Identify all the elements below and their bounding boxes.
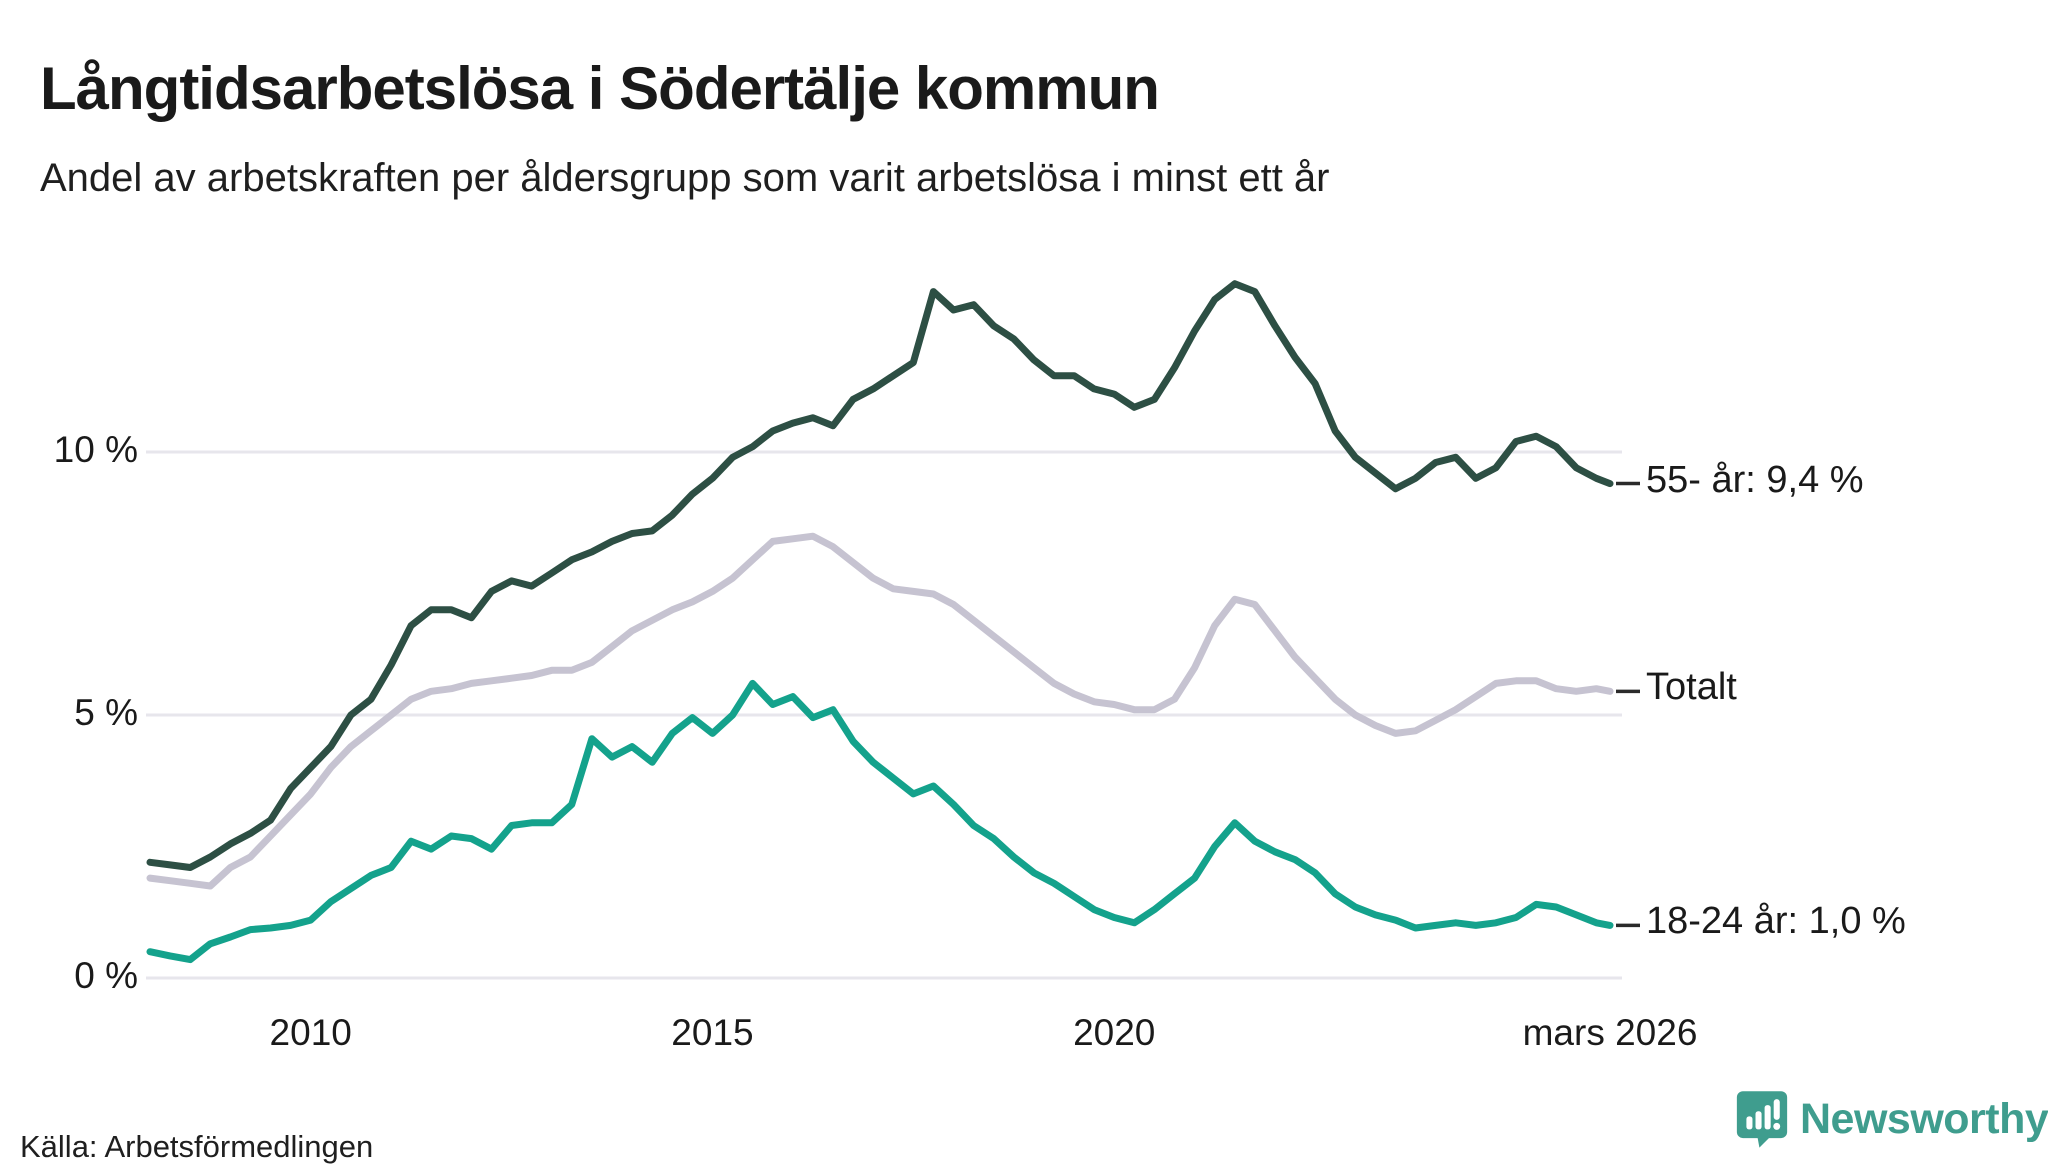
series-end-label-18-24 år: 18-24 år: 1,0 %	[1646, 900, 1906, 943]
series-end-label-55- år: 55- år: 9,4 %	[1646, 458, 1864, 501]
brand-name: Newsworthy	[1800, 1094, 2048, 1143]
x-axis-label: 2015	[671, 1012, 754, 1053]
page-subtitle: Andel av arbetskraften per åldersgrupp s…	[40, 156, 1330, 200]
series-end-label-Totalt: Totalt	[1646, 666, 1737, 709]
y-axis-label: 0 %	[74, 955, 138, 996]
source-note: Källa: Arbetsförmedlingen	[20, 1129, 374, 1164]
series-line-Totalt	[146, 532, 1614, 890]
y-axis-label: 5 %	[74, 692, 138, 733]
series-line-18-24 år	[146, 679, 1614, 964]
x-axis-label: 2020	[1073, 1012, 1156, 1053]
brand-logo: Newsworthy	[1736, 1090, 2048, 1148]
page-title: Långtidsarbetslösa i Södertälje kommun	[40, 55, 1160, 123]
series-line-55- år	[146, 280, 1614, 871]
y-axis-label: 10 %	[53, 429, 138, 470]
x-axis-label: mars 2026	[1522, 1012, 1698, 1053]
x-axis-label: 2010	[269, 1012, 352, 1053]
newsworthy-icon	[1736, 1091, 1788, 1148]
